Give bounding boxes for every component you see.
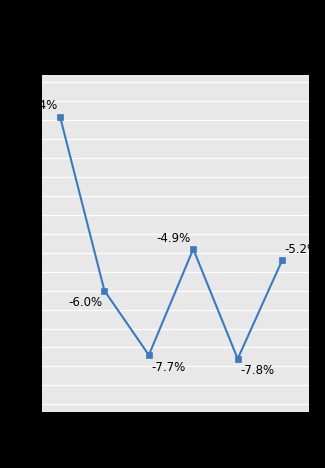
- Text: -5.2%: -5.2%: [284, 243, 318, 256]
- Text: -7.7%: -7.7%: [151, 361, 185, 373]
- Text: -4.9%: -4.9%: [157, 232, 191, 245]
- Text: -6.0%: -6.0%: [68, 296, 102, 309]
- Text: -1.4%: -1.4%: [23, 99, 58, 112]
- Text: -7.8%: -7.8%: [240, 365, 274, 378]
